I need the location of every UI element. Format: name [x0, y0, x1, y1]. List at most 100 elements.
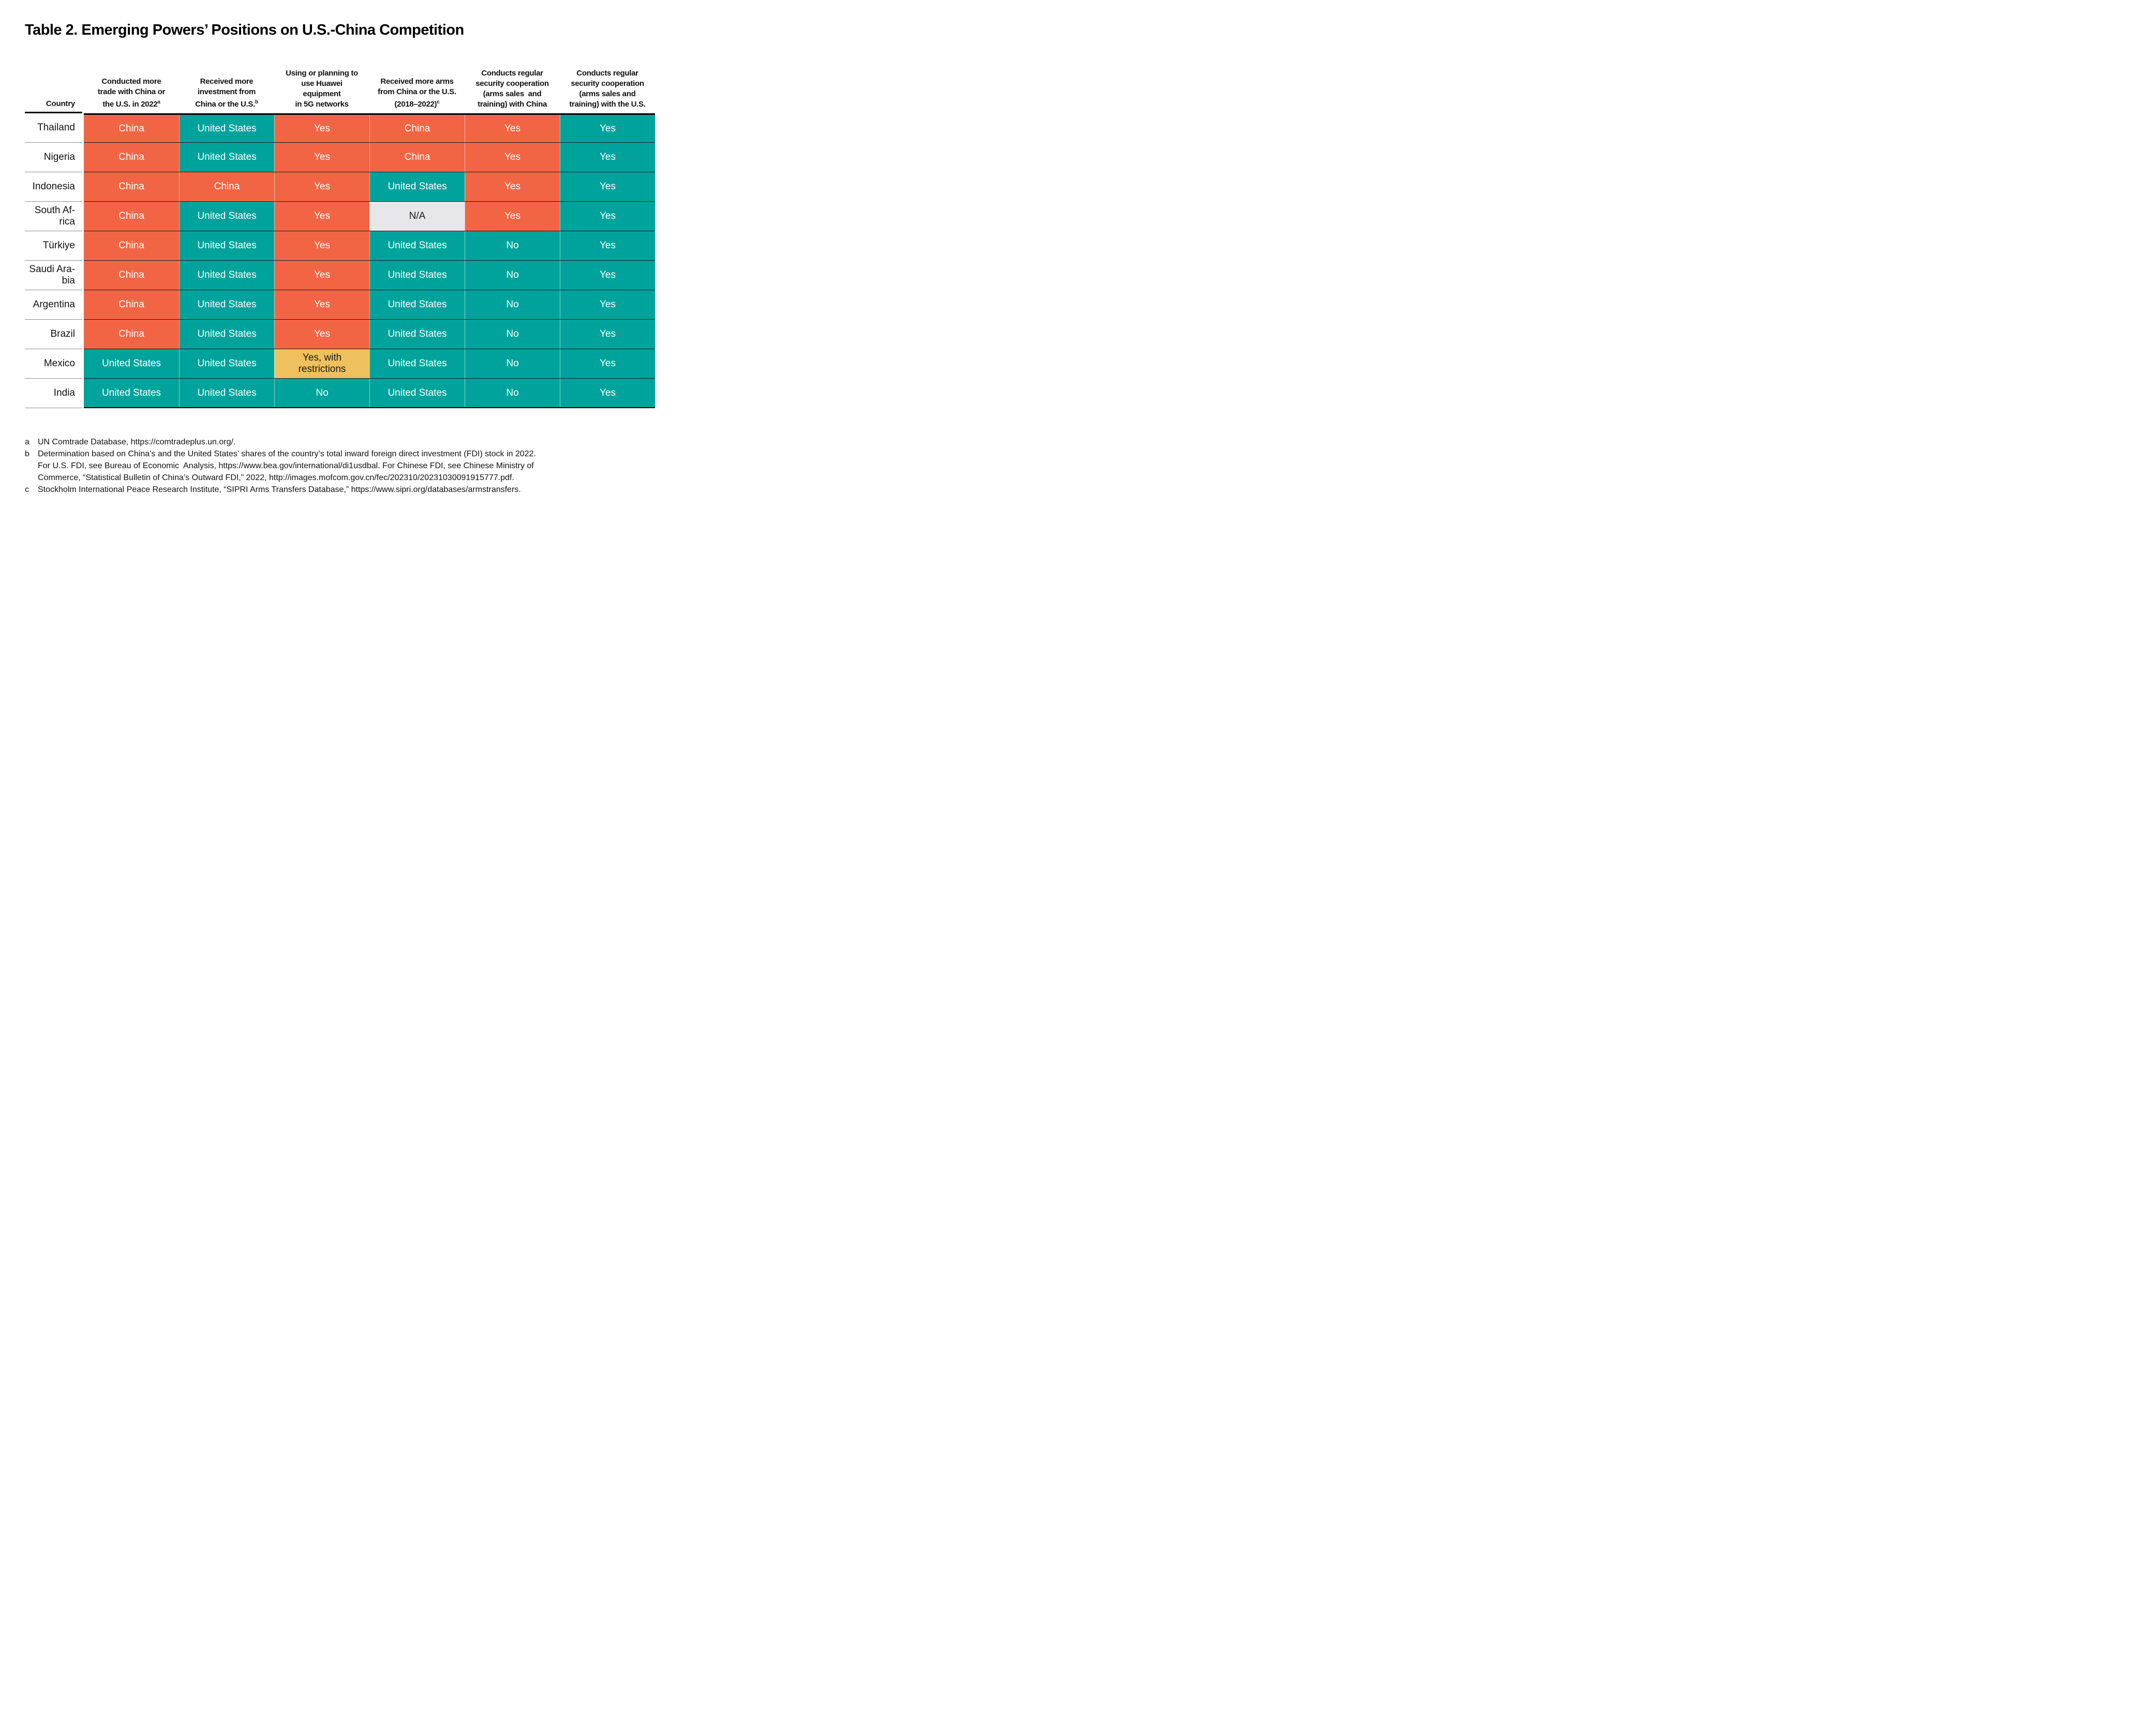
cell-line: Yes [504, 123, 521, 134]
row-cells: China United States Yes China Yes Yes [84, 113, 655, 143]
footnote-line: Stockholm International Peace Research I… [38, 485, 521, 494]
row-label-line: Türkiye [42, 240, 75, 251]
cell-line: Yes [314, 270, 330, 280]
header-line: security cooperation [571, 79, 644, 88]
row-label: Mexico [25, 349, 82, 379]
header-line: the U.S. in 2022a [102, 99, 160, 109]
page: Table 2. Emerging Powers’ Positions on U… [0, 0, 674, 536]
row-label: Nigeria [25, 143, 82, 172]
header-line: Conducts regular [481, 69, 543, 78]
table-cell: Yes [560, 290, 655, 319]
row-label-line: Saudi Ara- [29, 264, 75, 275]
cell-line: No [506, 358, 519, 369]
row-label: Saudi Ara-bia [25, 261, 82, 290]
table-cell: Yes [560, 379, 655, 407]
table-cell: United States [84, 379, 179, 407]
table-cell: No [465, 349, 560, 378]
footnote-text: Stockholm International Peace Research I… [38, 484, 521, 496]
cell-line: China [118, 123, 144, 134]
row-label: Indonesia [25, 172, 82, 202]
table-cell: United States [179, 379, 274, 407]
table-cell: No [465, 231, 560, 260]
table-cell: No [274, 379, 369, 407]
header-line: training) with China [478, 100, 547, 109]
column-header-4: Received more arms from China or the U.S.… [369, 77, 465, 113]
footnote-marker: a [25, 438, 29, 446]
column-header-1: Conducted more trade with China or the U.S… [84, 77, 179, 113]
cell-line: China [404, 123, 430, 134]
table-cell: Yes [560, 115, 655, 142]
table-cell: Yes [465, 115, 560, 142]
table-cell: United States [369, 290, 465, 319]
header-line: Conducted more [101, 77, 161, 86]
column-header-country: Country [25, 99, 82, 113]
table-cell: United States [179, 261, 274, 290]
table-cell: China [369, 115, 465, 142]
cell-line: No [316, 387, 329, 398]
table-cell: United States [179, 349, 274, 378]
cell-line: United States [197, 152, 257, 162]
header-row: Country Conducted more trade with China or… [25, 68, 655, 113]
table-cell: United States [369, 261, 465, 290]
table-row: Argentina China United States Yes United Sta… [25, 290, 655, 320]
cell-line: China [118, 240, 144, 251]
cell-line: No [506, 329, 519, 339]
row-cells: China United States Yes United States No Yes [84, 290, 655, 320]
cell-line: United States [388, 181, 447, 192]
footnote-ref: a [157, 99, 160, 105]
table-cell: United States [369, 231, 465, 260]
row-label-line: Mexico [43, 358, 75, 369]
footnote-text: Determination based on China’s and the U… [38, 448, 536, 484]
cell-line: Yes [600, 387, 616, 398]
row-cells: China United States Yes United States No Yes [84, 320, 655, 349]
cell-line: Yes [600, 270, 616, 280]
table-cell: Yes [465, 143, 560, 172]
cell-line: Yes [504, 181, 521, 192]
table-cell: Yes [274, 261, 369, 290]
table-cell: Yes [465, 202, 560, 231]
table-cell: Yes [274, 115, 369, 142]
cell-line: China [118, 270, 144, 280]
footnote-line: UN Comtrade Database, https://comtradepl… [38, 438, 236, 446]
cell-line: Yes [314, 152, 330, 162]
table-cell: China [84, 290, 179, 319]
table-cell: United States [179, 115, 274, 142]
row-cells: China China Yes United States Yes Yes [84, 172, 655, 202]
footnotes: a UN Comtrade Database, https://comtradep… [25, 436, 536, 496]
table-cell: China [84, 143, 179, 172]
table-cell: United States [179, 231, 274, 260]
cell-line: Yes [314, 299, 330, 310]
table-cell: Yes [465, 172, 560, 201]
column-header-5: Conducts regular security cooperation (arm… [465, 68, 560, 113]
cell-line: Yes, with [302, 352, 342, 363]
cell-line: United States [388, 240, 447, 251]
column-header-3: Using or planning to use Huawei equipment i… [274, 68, 369, 113]
column-header-2: Received more investment from China or the… [179, 77, 274, 113]
table-cell: No [465, 320, 560, 349]
table-row: India United States United States No United … [25, 379, 655, 408]
cell-line: United States [197, 123, 257, 134]
table-cell: China [369, 143, 465, 172]
footnote-ref: c [437, 99, 440, 105]
cell-line: Yes [600, 358, 616, 369]
header-line: Conducts regular [576, 69, 638, 78]
cell-line: United States [197, 240, 257, 251]
table-cell: Yes [560, 320, 655, 349]
header-line: from China or the U.S. [378, 87, 456, 96]
row-label-line: Indonesia [32, 181, 75, 192]
footnote-b: b Determination based on China’s and the … [25, 448, 536, 484]
row-label-line: Thailand [37, 122, 75, 133]
footnote-c: c Stockholm International Peace Research … [25, 484, 536, 496]
cell-line: United States [197, 329, 257, 339]
cell-line: Yes [314, 211, 330, 221]
row-cells: China United States Yes N/A Yes Yes [84, 202, 655, 231]
cell-line: China [118, 152, 144, 162]
header-line: Received more [200, 77, 254, 86]
table-row: Thailand China United States Yes China Yes Yes [25, 113, 655, 143]
header-line: in 5G networks [295, 100, 349, 109]
footnote-text: UN Comtrade Database, https://comtradepl… [38, 436, 235, 448]
cell-line: Yes [314, 329, 330, 339]
table-cell: China [84, 231, 179, 260]
cell-line: Yes [600, 211, 616, 221]
cell-line: United States [388, 387, 447, 398]
